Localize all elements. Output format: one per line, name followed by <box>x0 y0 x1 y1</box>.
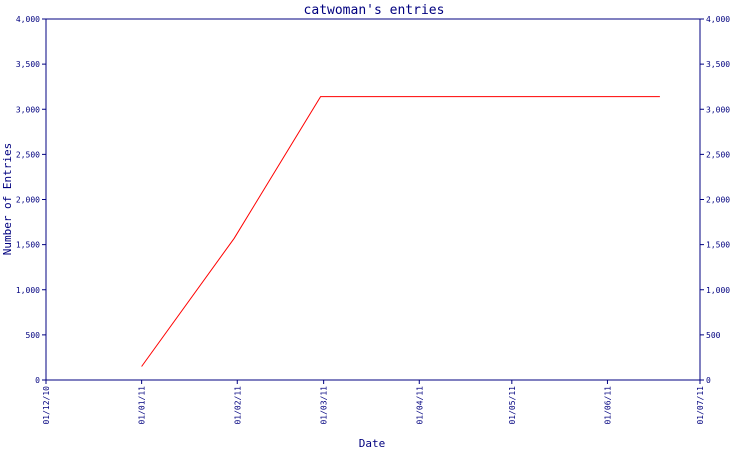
y-tick-label-left: 0 <box>35 376 40 385</box>
plot-frame <box>45 18 701 381</box>
x-axis-label: Date <box>359 437 386 450</box>
x-tick-label: 01/06/11 <box>603 386 612 425</box>
y-tick-label-right: 3,500 <box>706 60 730 69</box>
y-tick-label-right: 2,000 <box>706 196 730 205</box>
y-tick-label-right: 1,000 <box>706 286 730 295</box>
y-tick-label-left: 3,000 <box>16 105 40 114</box>
y-tick-label-right: 3,000 <box>706 105 730 114</box>
y-tick-label-right: 500 <box>706 331 721 340</box>
y-tick-label-right: 4,000 <box>706 15 730 24</box>
x-tick-label: 01/01/11 <box>138 386 147 425</box>
y-tick-label-right: 1,500 <box>706 241 730 250</box>
y-tick-label-left: 3,500 <box>16 60 40 69</box>
x-tick-label: 01/02/11 <box>233 386 242 425</box>
chart-title: catwoman's entries <box>304 3 445 18</box>
x-tick-label: 01/07/11 <box>696 386 705 425</box>
x-tick-label: 01/05/11 <box>508 386 517 425</box>
y-tick-label-right: 0 <box>706 376 711 385</box>
y-tick-label-left: 1,000 <box>16 286 40 295</box>
x-tick-label: 01/12/10 <box>42 386 51 425</box>
y-tick-label-left: 1,500 <box>16 241 40 250</box>
x-tick-label: 01/04/11 <box>415 386 424 425</box>
plot-area: 0 0 500 500 1,000 1,000 1,500 1,500 2,000 2,000 2,… <box>16 15 730 425</box>
series-line <box>141 96 660 367</box>
y-tick-label-left: 500 <box>26 331 41 340</box>
x-tick-label: 01/03/11 <box>320 386 329 425</box>
y-tick-label-left: 4,000 <box>16 15 40 24</box>
y-axis-label: Number of Entries <box>1 143 14 256</box>
y-tick-label-left: 2,500 <box>16 150 40 159</box>
y-tick-label-right: 2,500 <box>706 150 730 159</box>
y-tick-label-left: 2,000 <box>16 196 40 205</box>
